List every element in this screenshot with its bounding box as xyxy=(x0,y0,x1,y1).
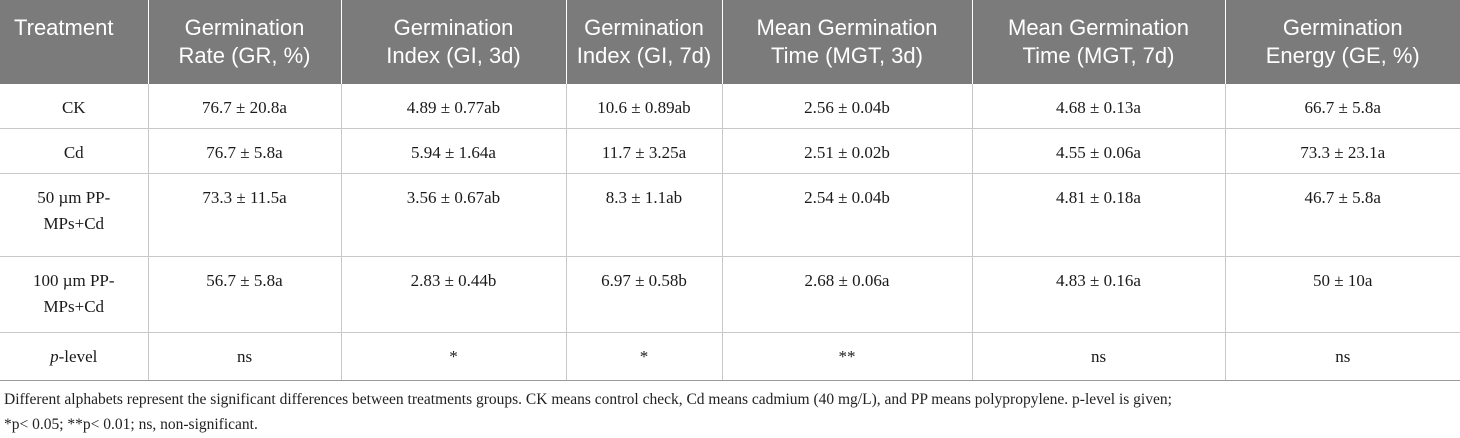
header-germination-index-7d: Germination Index (GI, 7d) xyxy=(565,0,722,84)
table-cell: 4.89 ± 0.77ab xyxy=(340,84,566,129)
table-cell: ns xyxy=(1224,332,1460,381)
table-cell: 46.7 ± 5.8a xyxy=(1224,173,1460,257)
header-treatment: Treatment xyxy=(0,0,148,84)
table-cell: 2.68 ± 0.06a xyxy=(721,256,972,333)
table-cell: 4.68 ± 0.13a xyxy=(971,84,1225,129)
row-label: Cd xyxy=(0,128,148,174)
header-row: Treatment Germination Rate (GR, %) Germin… xyxy=(0,0,1460,84)
table-cell: 76.7 ± 5.8a xyxy=(147,128,341,174)
table-cell: 66.7 ± 5.8a xyxy=(1224,84,1460,129)
header-germination-index-3d: Germination Index (GI, 3d) xyxy=(340,0,566,84)
header-mgt-7d: Mean Germination Time (MGT, 7d) xyxy=(971,0,1225,84)
table-cell: 4.81 ± 0.18a xyxy=(971,173,1225,257)
table-cell: 2.56 ± 0.04b xyxy=(721,84,972,129)
table-cell: * xyxy=(340,332,566,381)
table-cell: 2.54 ± 0.04b xyxy=(721,173,972,257)
footnote-line-2: *p< 0.05; **p< 0.01; ns, non-significant… xyxy=(4,416,258,433)
row-label: CK xyxy=(0,84,148,129)
table-row: Cd 76.7 ± 5.8a 5.94 ± 1.64a 11.7 ± 3.25a… xyxy=(0,128,1460,174)
table-cell: ** xyxy=(721,332,972,381)
table-cell: 2.83 ± 0.44b xyxy=(340,256,566,333)
table-cell: ns xyxy=(971,332,1225,381)
table-cell: 4.55 ± 0.06a xyxy=(971,128,1225,174)
row-label: p-level xyxy=(0,332,148,381)
table-cell: 3.56 ± 0.67ab xyxy=(340,173,566,257)
row-label: 100 µm PP- MPs+Cd xyxy=(0,256,148,333)
table-cell: 5.94 ± 1.64a xyxy=(340,128,566,174)
table-cell: 56.7 ± 5.8a xyxy=(147,256,341,333)
table-cell: 50 ± 10a xyxy=(1224,256,1460,333)
table-row: 100 µm PP- MPs+Cd 56.7 ± 5.8a 2.83 ± 0.44… xyxy=(0,256,1460,333)
table-cell: 76.7 ± 20.8a xyxy=(147,84,341,129)
table-cell: 73.3 ± 11.5a xyxy=(147,173,341,257)
table-footnote: Different alphabets represent the signif… xyxy=(0,381,1460,437)
table-row: 50 µm PP- MPs+Cd 73.3 ± 11.5a 3.56 ± 0.67… xyxy=(0,173,1460,257)
table-cell: 10.6 ± 0.89ab xyxy=(565,84,722,129)
table-cell: 11.7 ± 3.25a xyxy=(565,128,722,174)
footnote-line-1: Different alphabets represent the signif… xyxy=(4,391,1172,408)
header-germination-energy: Germination Energy (GE, %) xyxy=(1224,0,1460,84)
table-row: p-level ns * * ** ns ns xyxy=(0,332,1460,381)
table-cell: 8.3 ± 1.1ab xyxy=(565,173,722,257)
header-germination-rate: Germination Rate (GR, %) xyxy=(147,0,341,84)
table-cell: 2.51 ± 0.02b xyxy=(721,128,972,174)
header-mgt-3d: Mean Germination Time (MGT, 3d) xyxy=(721,0,972,84)
table-row: CK 76.7 ± 20.8a 4.89 ± 0.77ab 10.6 ± 0.8… xyxy=(0,84,1460,129)
row-label: 50 µm PP- MPs+Cd xyxy=(0,173,148,257)
table-cell: 6.97 ± 0.58b xyxy=(565,256,722,333)
table-cell: * xyxy=(565,332,722,381)
table-cell: 4.83 ± 0.16a xyxy=(971,256,1225,333)
germination-table: Treatment Germination Rate (GR, %) Germin… xyxy=(0,0,1460,381)
table-cell: 73.3 ± 23.1a xyxy=(1224,128,1460,174)
table-cell: ns xyxy=(147,332,341,381)
